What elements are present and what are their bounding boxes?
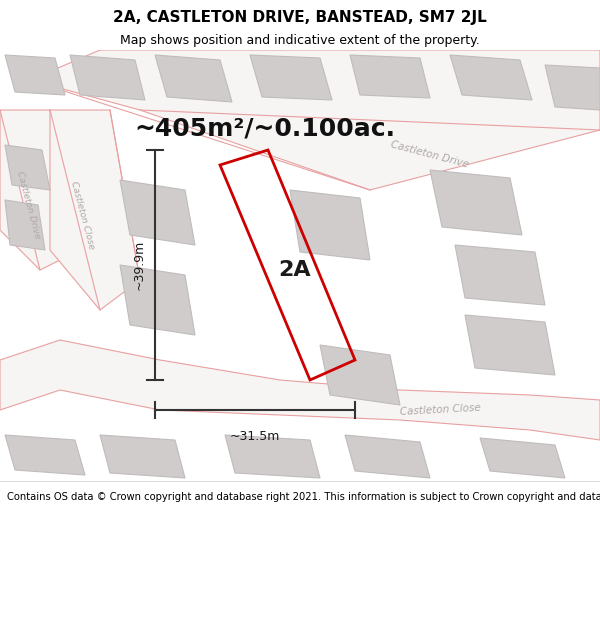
Polygon shape (350, 55, 430, 98)
Polygon shape (480, 438, 565, 478)
Polygon shape (345, 435, 430, 478)
Polygon shape (455, 245, 545, 305)
Polygon shape (50, 110, 140, 310)
Text: Contains OS data © Crown copyright and database right 2021. This information is : Contains OS data © Crown copyright and d… (7, 492, 600, 502)
Polygon shape (70, 55, 145, 100)
Polygon shape (320, 345, 400, 405)
Polygon shape (465, 315, 555, 375)
Polygon shape (545, 65, 600, 110)
Polygon shape (0, 110, 80, 270)
Polygon shape (100, 435, 185, 478)
Text: Castleton Drive: Castleton Drive (390, 140, 470, 170)
Polygon shape (120, 265, 195, 335)
Polygon shape (430, 170, 522, 235)
Polygon shape (225, 435, 320, 478)
Text: Castleton Close: Castleton Close (68, 180, 95, 250)
Polygon shape (0, 340, 600, 440)
Text: Castleton Drive: Castleton Drive (14, 170, 41, 240)
Text: Map shows position and indicative extent of the property.: Map shows position and indicative extent… (120, 34, 480, 47)
Polygon shape (450, 55, 532, 100)
Polygon shape (120, 180, 195, 245)
Polygon shape (155, 55, 232, 102)
Text: ~39.9m: ~39.9m (133, 240, 146, 290)
Polygon shape (5, 435, 85, 475)
Polygon shape (30, 50, 600, 190)
Text: ~405m²/~0.100ac.: ~405m²/~0.100ac. (134, 116, 395, 140)
Polygon shape (290, 190, 370, 260)
Text: 2A: 2A (278, 260, 311, 280)
Polygon shape (250, 55, 332, 100)
Text: Castleton Close: Castleton Close (399, 403, 481, 417)
Polygon shape (5, 200, 45, 250)
Polygon shape (5, 145, 50, 190)
Polygon shape (5, 55, 65, 95)
Text: 2A, CASTLETON DRIVE, BANSTEAD, SM7 2JL: 2A, CASTLETON DRIVE, BANSTEAD, SM7 2JL (113, 10, 487, 25)
Text: ~31.5m: ~31.5m (230, 430, 280, 443)
